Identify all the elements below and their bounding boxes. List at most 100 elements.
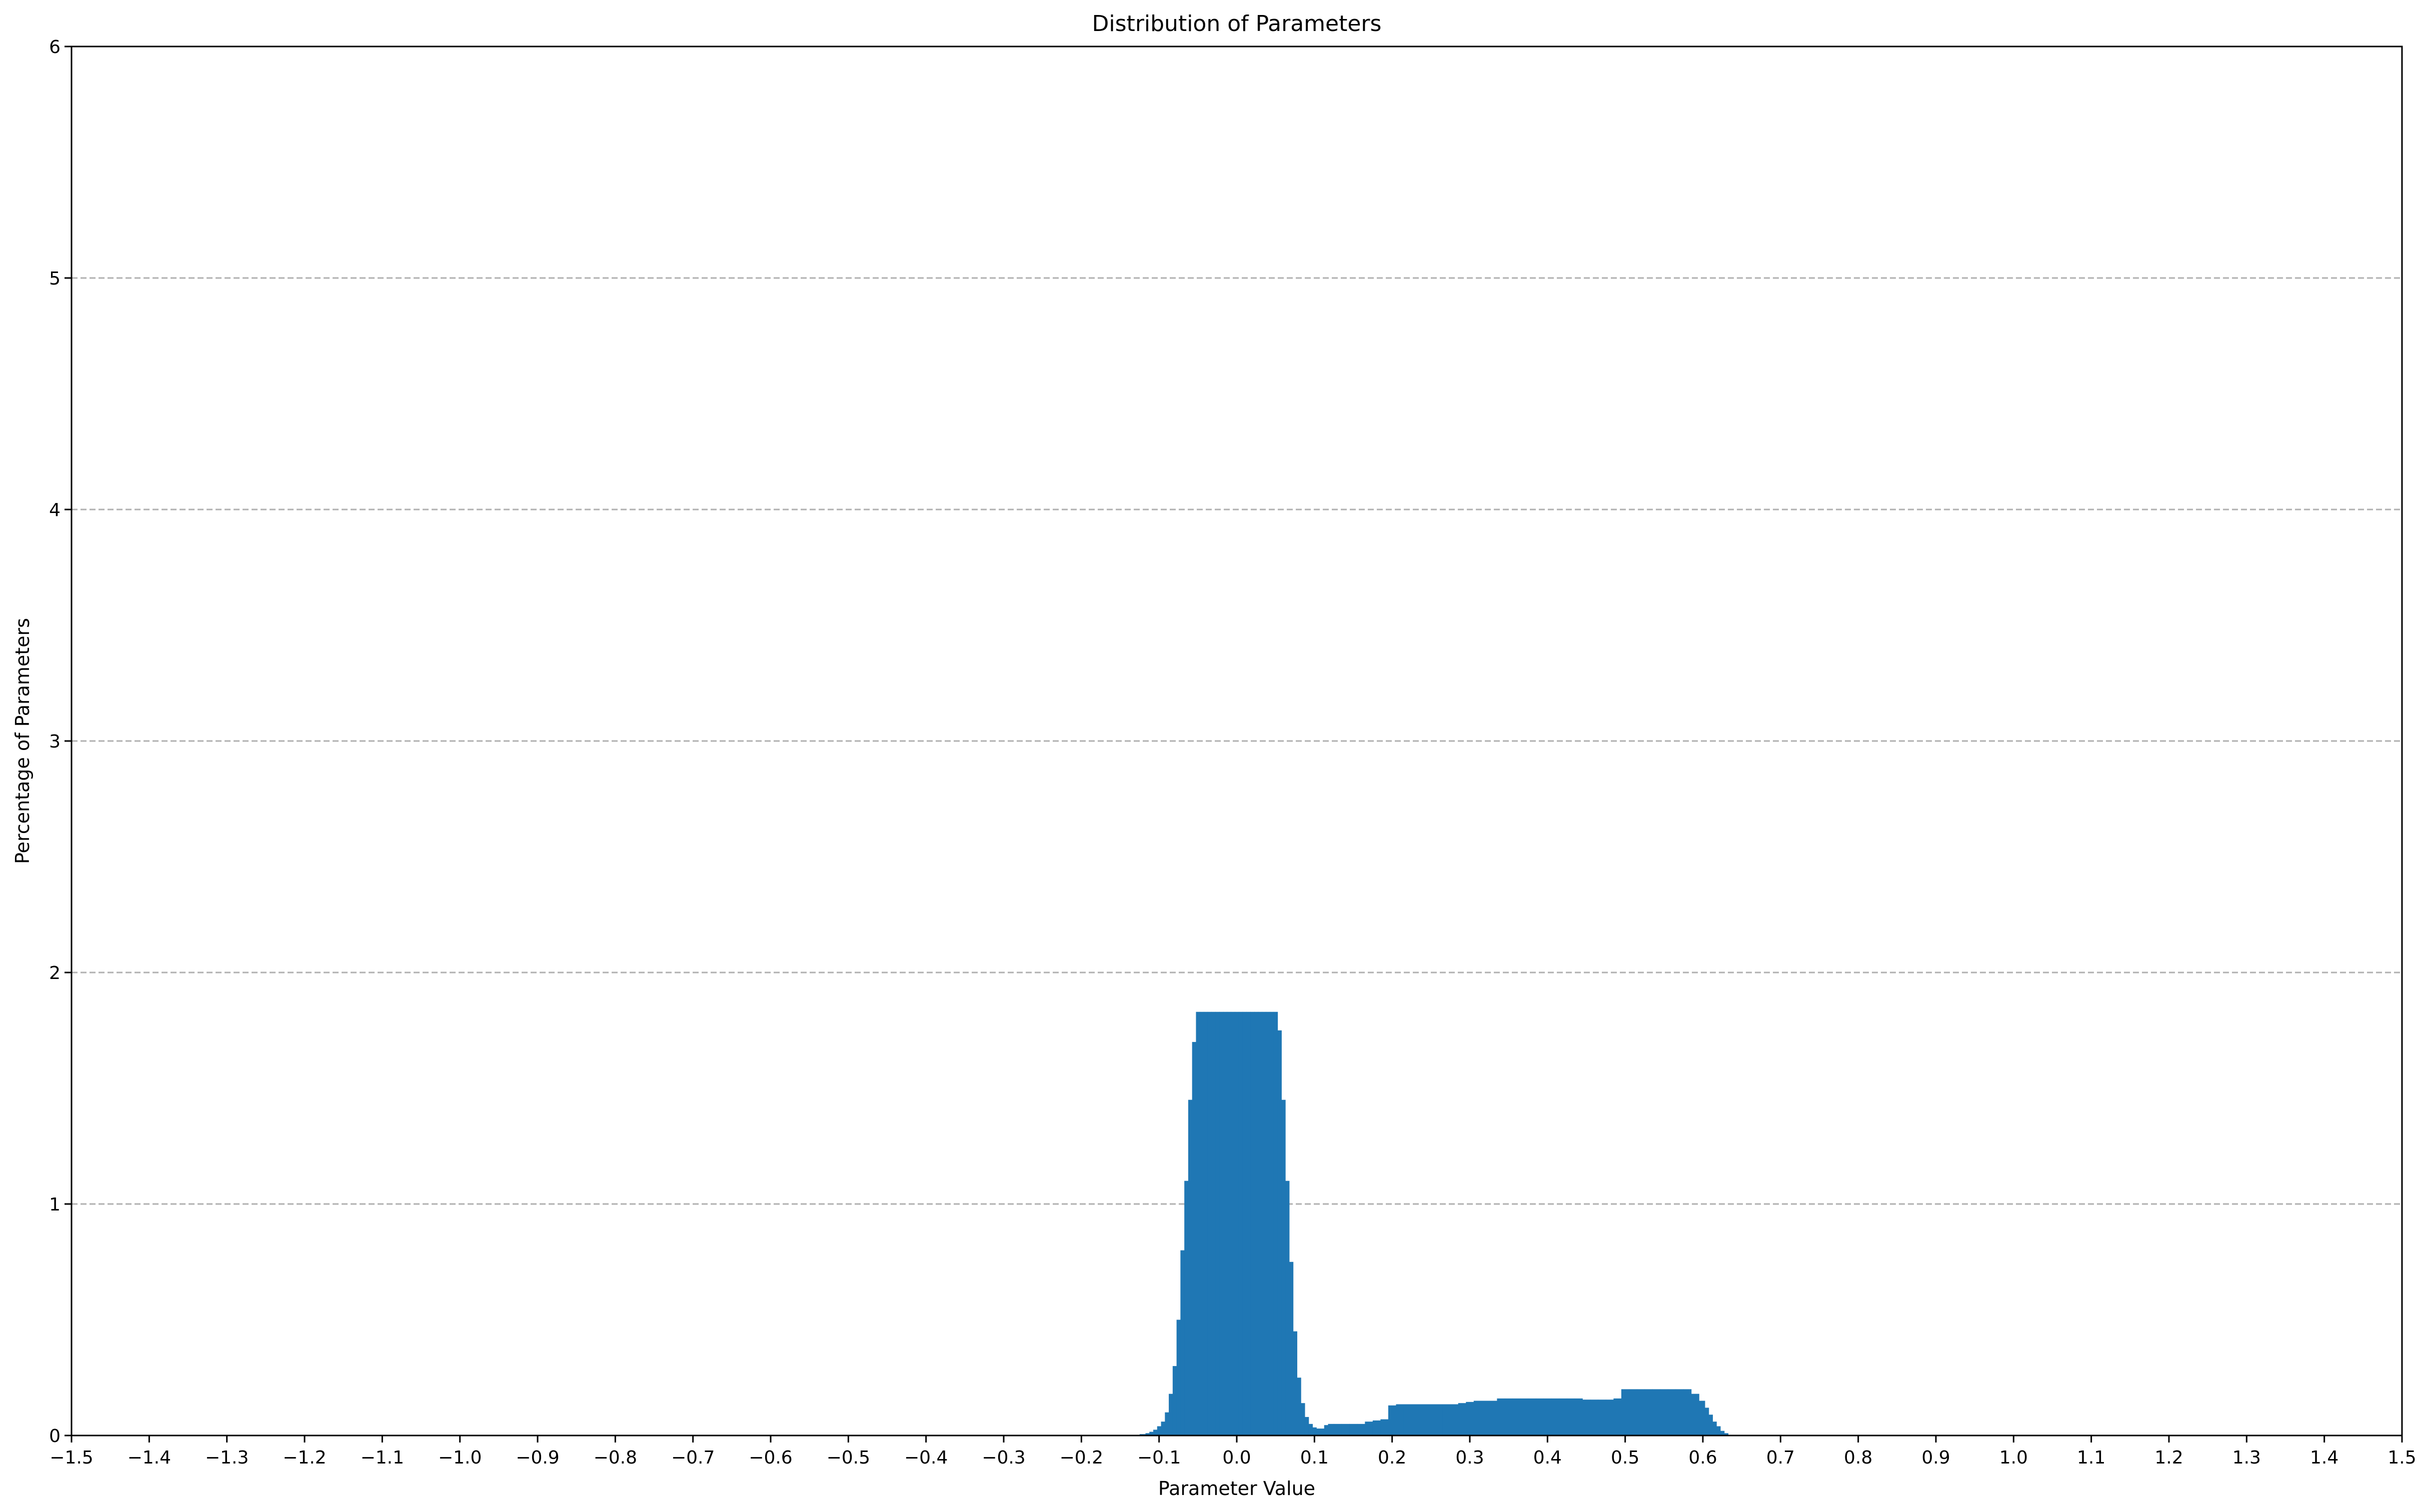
- histogram-bar: [1582, 1400, 1591, 1436]
- y-tick-label: 4: [49, 500, 61, 520]
- histogram-bar: [1149, 1432, 1154, 1436]
- x-axis-label: Parameter Value: [1158, 1478, 1315, 1500]
- histogram-bar: [1450, 1404, 1459, 1436]
- histogram-bar: [1605, 1400, 1614, 1436]
- x-tick-label: −1.2: [283, 1448, 326, 1468]
- histogram-bar: [1203, 1012, 1208, 1436]
- histogram-bar: [1720, 1430, 1725, 1436]
- x-tick-label: 0.9: [1921, 1448, 1950, 1468]
- histogram-bar: [1357, 1424, 1365, 1436]
- histogram-bars: [1132, 1012, 1729, 1436]
- histogram-bar: [1324, 1425, 1329, 1436]
- histogram-bar: [1246, 1012, 1251, 1436]
- x-tick-label: 1.0: [1999, 1448, 2028, 1468]
- histogram-bar: [1188, 1100, 1193, 1436]
- histogram-bar: [1536, 1398, 1544, 1436]
- histogram-bar: [1411, 1404, 1420, 1436]
- histogram-bar: [1712, 1422, 1717, 1436]
- x-tick-label: −0.4: [904, 1448, 948, 1468]
- histogram-bar: [1504, 1398, 1513, 1436]
- histogram-bar: [1301, 1403, 1305, 1436]
- histogram-bar: [1473, 1400, 1482, 1436]
- x-tick-label: −0.9: [516, 1448, 559, 1468]
- histogram-bar: [1497, 1398, 1505, 1436]
- x-tick-label: −1.0: [438, 1448, 482, 1468]
- histogram-bar: [1668, 1389, 1676, 1436]
- histogram-bar: [1396, 1404, 1404, 1436]
- y-tick-label: 2: [49, 963, 61, 984]
- histogram-bar: [1262, 1012, 1266, 1436]
- x-tick-label: −1.1: [361, 1448, 404, 1468]
- histogram-bar: [1629, 1389, 1637, 1436]
- x-tick-label: −0.2: [1060, 1448, 1103, 1468]
- histogram-bar: [1161, 1422, 1165, 1436]
- histogram-bar: [1512, 1398, 1521, 1436]
- histogram-bar: [1180, 1250, 1185, 1436]
- histogram-bar: [1215, 1012, 1220, 1436]
- x-tick-label: −1.5: [50, 1448, 93, 1468]
- histogram-bar: [1528, 1398, 1536, 1436]
- histogram-bar: [1297, 1378, 1301, 1436]
- histogram-bar: [1380, 1419, 1389, 1436]
- histogram-bar: [1254, 1012, 1259, 1436]
- histogram-bar: [1704, 1408, 1709, 1436]
- x-tick-label: −0.5: [827, 1448, 870, 1468]
- histogram-bar: [1304, 1416, 1309, 1436]
- histogram-bar: [1699, 1400, 1705, 1436]
- histogram-bar: [1341, 1424, 1350, 1436]
- x-tick-label: −0.3: [982, 1448, 1025, 1468]
- x-tick-label: 0.0: [1222, 1448, 1251, 1468]
- y-axis-ticks: 0 1 2 3 4 5 6: [49, 37, 72, 1446]
- histogram-bar: [1675, 1389, 1684, 1436]
- histogram-bar: [1238, 1012, 1243, 1436]
- histogram-bar: [1590, 1400, 1598, 1436]
- histogram-bar: [1365, 1422, 1373, 1436]
- histogram-bar: [1289, 1262, 1294, 1436]
- histogram-bar: [1567, 1398, 1575, 1436]
- x-tick-label: −1.4: [128, 1448, 171, 1468]
- histogram-bar: [1466, 1402, 1474, 1436]
- histogram-bar: [1293, 1331, 1297, 1436]
- histogram-bar: [1427, 1404, 1435, 1436]
- histogram-bar: [1250, 1012, 1255, 1436]
- histogram-bar: [1184, 1180, 1189, 1436]
- histogram-bar: [1172, 1366, 1177, 1436]
- x-tick-label: 0.8: [1844, 1448, 1872, 1468]
- histogram-bar: [1520, 1398, 1529, 1436]
- histogram-bar: [1266, 1012, 1270, 1436]
- histogram-bar: [1621, 1389, 1630, 1436]
- histogram-bar: [1652, 1389, 1661, 1436]
- histogram-bar: [1316, 1428, 1321, 1436]
- histogram-bar: [1419, 1404, 1428, 1436]
- histogram-bar: [1435, 1404, 1443, 1436]
- y-tick-label: 0: [49, 1426, 61, 1446]
- histogram-bar: [1328, 1424, 1334, 1436]
- x-tick-label: −0.7: [671, 1448, 715, 1468]
- histogram-bar: [1598, 1400, 1606, 1436]
- x-tick-label: −0.6: [749, 1448, 792, 1468]
- x-tick-label: −0.1: [1137, 1448, 1181, 1468]
- histogram-bar: [1574, 1398, 1583, 1436]
- histogram-bar: [1281, 1100, 1286, 1436]
- histogram-bar: [1320, 1428, 1325, 1436]
- histogram-bar: [1660, 1389, 1668, 1436]
- histogram-bar: [1481, 1400, 1490, 1436]
- x-tick-label: 0.5: [1611, 1448, 1639, 1468]
- y-axis-label: Percentage of Parameters: [12, 618, 34, 864]
- histogram-bar: [1644, 1389, 1653, 1436]
- chart-title: Distribution of Parameters: [1092, 11, 1382, 36]
- histogram-bar: [1543, 1398, 1552, 1436]
- histogram-bar: [1169, 1394, 1173, 1436]
- x-tick-label: 0.4: [1533, 1448, 1562, 1468]
- x-tick-label: 0.6: [1688, 1448, 1717, 1468]
- histogram-bar: [1724, 1433, 1729, 1436]
- x-axis-ticks: −1.5 −1.4 −1.3 −1.2 −1.1 −1.0 −0.9 −0.8 −0.7 −0.6…: [50, 1436, 2416, 1468]
- histogram-bar: [1227, 1012, 1231, 1436]
- histogram-bar: [1458, 1403, 1466, 1436]
- histogram-bar: [1683, 1389, 1692, 1436]
- y-tick-label: 3: [49, 732, 61, 752]
- y-tick-label: 6: [49, 37, 61, 58]
- histogram-bar: [1372, 1420, 1381, 1436]
- histogram-bar: [1277, 1030, 1282, 1436]
